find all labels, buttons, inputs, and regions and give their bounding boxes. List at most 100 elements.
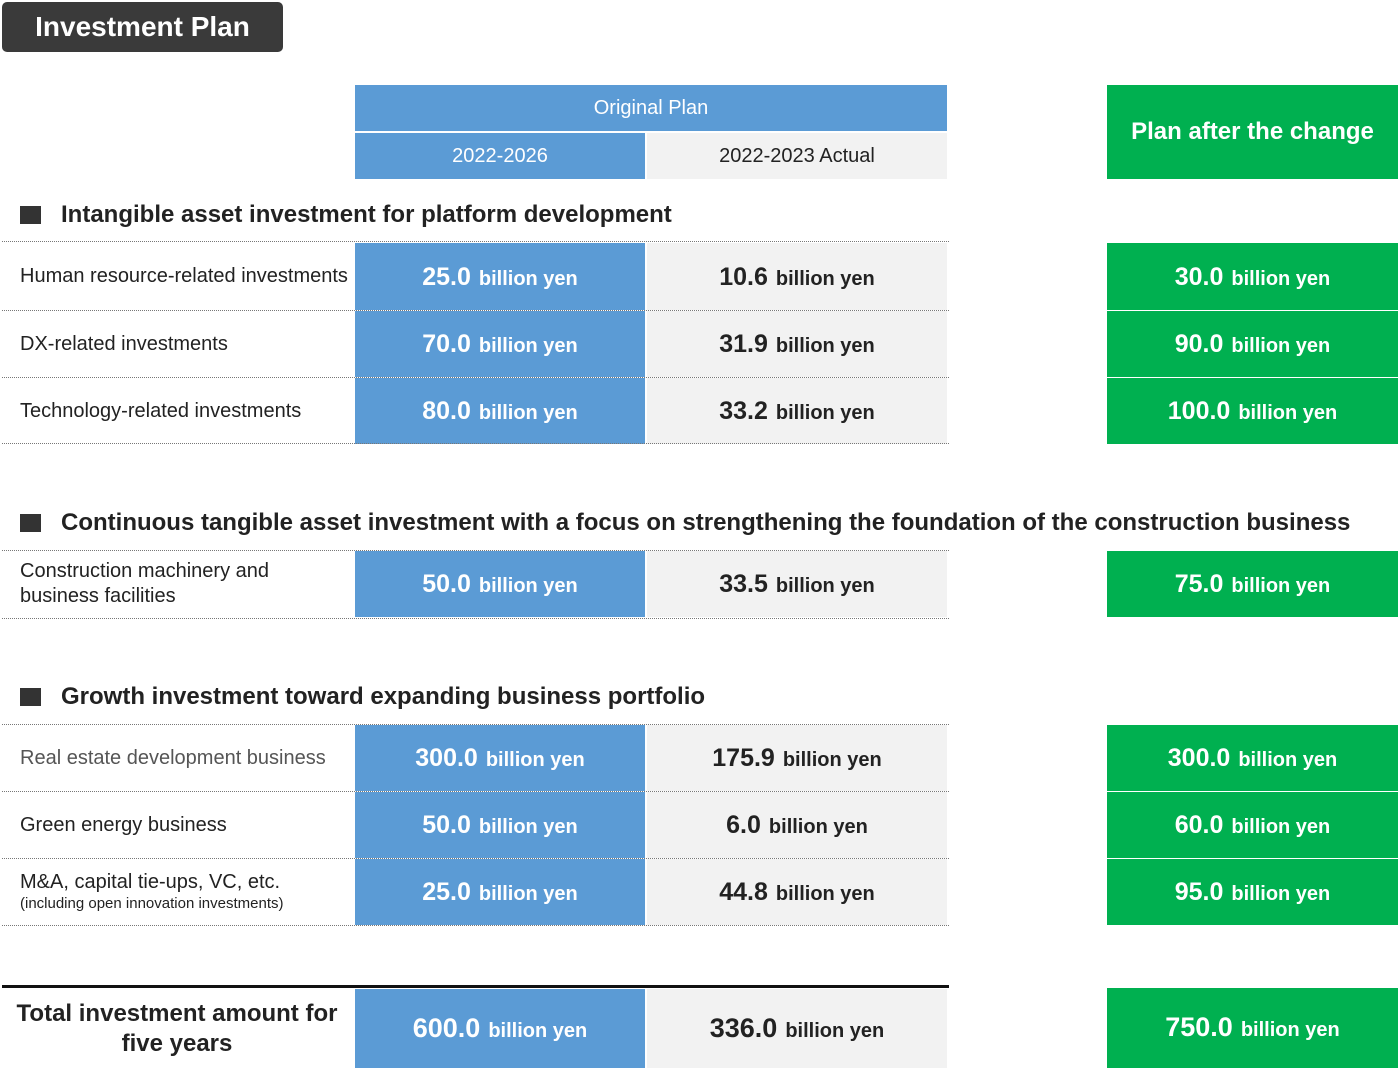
value-unit: billion yen [775, 575, 875, 597]
value-unit: billion yen [478, 268, 578, 290]
section-title-text: Continuous tangible asset investment wit… [61, 509, 1351, 536]
section-title-text: Intangible asset investment for platform… [61, 201, 672, 228]
original-value-real-estate: 300.0 billion yen [355, 725, 645, 791]
value-unit: billion yen [478, 575, 578, 597]
actual-value-real-estate: 175.9 billion yen [647, 725, 947, 791]
row-label-construction-machinery: Construction machinery and business faci… [20, 560, 270, 607]
value-unit: billion yen [1231, 816, 1331, 838]
value-unit: billion yen [1240, 1019, 1340, 1041]
total-label: Total investment amount for five years [16, 1000, 338, 1057]
actual-value-dx: 31.9 billion yen [647, 311, 947, 377]
total-divider [2, 985, 949, 988]
row-divider [2, 858, 949, 859]
total-original-value: 600.0 billion yen [355, 989, 645, 1068]
row-divider [2, 724, 949, 725]
row-divider [2, 791, 949, 792]
value-number: 10.6 [719, 263, 768, 291]
row-label-mna: M&A, capital tie-ups, VC, etc. (includin… [2, 859, 352, 925]
value-number: 300.0 [415, 744, 478, 772]
section-title-tangible: Continuous tangible asset investment wit… [20, 508, 1350, 538]
value-unit: billion yen [1238, 749, 1338, 771]
new-value-human-resource: 30.0 billion yen [1107, 243, 1398, 310]
row-divider [2, 550, 949, 551]
value-unit: billion yen [478, 335, 578, 357]
total-actual-value: 336.0 billion yen [647, 989, 947, 1068]
row-label-green-energy: Green energy business [20, 813, 227, 836]
value-number: 80.0 [422, 397, 471, 425]
actual-value-mna: 44.8 billion yen [647, 859, 947, 925]
value-unit: billion yen [775, 268, 875, 290]
value-number: 25.0 [422, 878, 471, 906]
value-number: 33.2 [719, 397, 768, 425]
row-divider [2, 925, 949, 926]
row-divider [2, 618, 949, 619]
value-unit: billion yen [1231, 883, 1331, 905]
new-value-construction: 75.0 billion yen [1107, 551, 1398, 617]
cell-divider [1107, 310, 1398, 311]
value-number: 70.0 [422, 330, 471, 358]
value-number: 60.0 [1174, 811, 1224, 839]
cell-divider [1107, 791, 1398, 792]
actual-value-human-resource: 10.6 billion yen [647, 243, 947, 310]
original-value-green-energy: 50.0 billion yen [355, 792, 645, 858]
square-bullet-icon [20, 688, 41, 706]
value-number: 300.0 [1167, 744, 1231, 772]
new-value-mna: 95.0 billion yen [1107, 859, 1398, 925]
header-original-plan: Original Plan [355, 85, 947, 131]
value-number: 750.0 [1165, 1012, 1233, 1042]
row-divider [2, 377, 949, 378]
header-new-plan: Plan after the change [1107, 85, 1398, 179]
value-number: 30.0 [1174, 263, 1224, 291]
value-unit: billion yen [485, 749, 585, 771]
value-unit: billion yen [478, 816, 578, 838]
value-number: 100.0 [1167, 397, 1231, 425]
value-number: 50.0 [422, 811, 471, 839]
page-title: Investment Plan [2, 2, 283, 52]
row-sublabel: (including open innovation investments) [20, 895, 284, 912]
original-value-technology: 80.0 billion yen [355, 378, 645, 444]
value-unit: billion yen [478, 883, 578, 905]
original-value-mna: 25.0 billion yen [355, 859, 645, 925]
value-unit: billion yen [1238, 402, 1338, 424]
value-number: 6.0 [726, 811, 761, 839]
row-divider [2, 443, 949, 444]
value-unit: billion yen [775, 402, 875, 424]
value-unit: billion yen [488, 1020, 588, 1042]
value-unit: billion yen [478, 402, 578, 424]
original-value-dx: 70.0 billion yen [355, 311, 645, 377]
section-title-growth: Growth investment toward expanding busin… [20, 682, 705, 712]
cell-divider [1107, 858, 1398, 859]
value-number: 50.0 [422, 570, 471, 598]
row-label-human-resource: Human resource-related investments [20, 264, 348, 287]
new-value-dx: 90.0 billion yen [1107, 311, 1398, 377]
row-label-real-estate: Real estate development business [20, 746, 326, 769]
value-number: 95.0 [1174, 878, 1224, 906]
value-unit: billion yen [775, 883, 875, 905]
total-new-value: 750.0 billion yen [1107, 988, 1398, 1068]
value-unit: billion yen [1231, 268, 1331, 290]
value-number: 31.9 [719, 330, 768, 358]
original-value-human-resource: 25.0 billion yen [355, 243, 645, 310]
header-period: 2022-2026 [355, 133, 645, 179]
value-unit: billion yen [775, 335, 875, 357]
value-number: 175.9 [712, 744, 775, 772]
value-number: 75.0 [1174, 570, 1224, 598]
row-label-technology: Technology-related investments [20, 399, 302, 422]
row-label-text: M&A, capital tie-ups, VC, etc. [20, 871, 281, 893]
value-unit: billion yen [1231, 575, 1331, 597]
value-number: 600.0 [412, 1013, 481, 1043]
new-value-real-estate: 300.0 billion yen [1107, 725, 1398, 791]
value-number: 33.5 [719, 570, 768, 598]
section-title-intangible: Intangible asset investment for platform… [20, 200, 672, 230]
value-unit: billion yen [785, 1020, 885, 1042]
row-divider [2, 241, 949, 242]
value-number: 44.8 [719, 878, 768, 906]
actual-value-green-energy: 6.0 billion yen [647, 792, 947, 858]
actual-value-construction: 33.5 billion yen [647, 551, 947, 617]
value-unit: billion yen [782, 749, 882, 771]
square-bullet-icon [20, 206, 41, 224]
value-number: 25.0 [422, 263, 471, 291]
new-value-technology: 100.0 billion yen [1107, 378, 1398, 444]
cell-divider [1107, 377, 1398, 378]
value-number: 90.0 [1174, 330, 1224, 358]
